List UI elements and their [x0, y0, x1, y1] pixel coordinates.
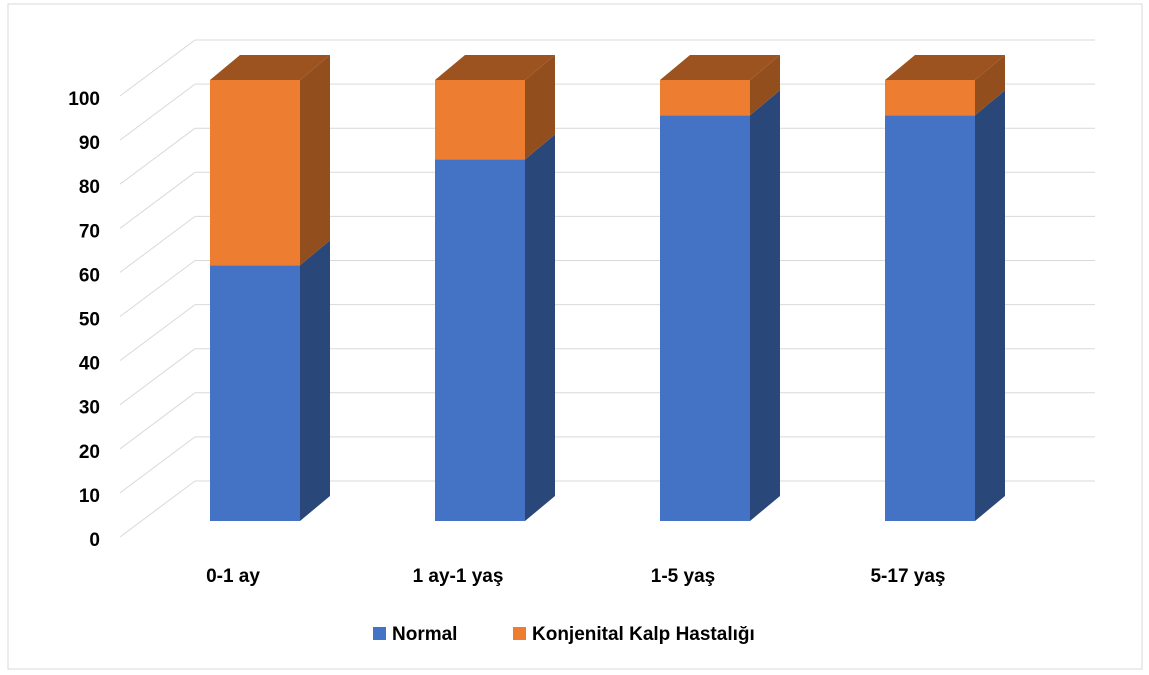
bar: [885, 115, 975, 521]
x-tick-label: 1-5 yaş: [651, 566, 715, 587]
legend-label: Konjenital Kalp Hastalığı: [532, 624, 755, 645]
legend-swatch: [513, 627, 526, 640]
bar: [435, 80, 525, 160]
bar-side: [975, 55, 1005, 116]
grid-line-floor: [119, 480, 196, 538]
y-tick-label: 50: [79, 310, 100, 331]
grid-line-floor: [119, 392, 196, 450]
grid-line-floor: [119, 260, 196, 317]
x-tick-label: 0-1 ay: [206, 566, 260, 587]
bar-side: [300, 240, 330, 521]
bar-side: [525, 55, 555, 160]
bar-side: [750, 55, 780, 116]
bar-top: [660, 55, 780, 80]
grid-line-floor: [119, 127, 196, 185]
y-tick-label: 100: [68, 89, 100, 110]
x-tick-label: 5-17 yaş: [870, 566, 945, 587]
bar-side: [750, 90, 780, 521]
grid-line-floor: [119, 83, 196, 141]
bar-top: [435, 55, 555, 80]
y-tick-label: 60: [79, 265, 100, 286]
grid-line-floor: [119, 215, 196, 273]
grid-line-floor: [119, 436, 196, 494]
y-tick-label: 20: [79, 442, 100, 463]
y-tick-label: 40: [79, 354, 100, 375]
bar-side: [300, 55, 330, 266]
y-tick-label: 80: [79, 177, 100, 198]
bar-top: [885, 55, 1005, 80]
y-tick-label: 0: [89, 530, 100, 551]
legend-label: Normal: [392, 624, 457, 645]
bar: [210, 80, 300, 266]
bar-top: [210, 55, 330, 80]
bar: [660, 80, 750, 116]
bar: [885, 80, 975, 116]
bar-side: [975, 90, 1005, 521]
bar-side: [525, 134, 555, 521]
legend-swatch: [373, 627, 386, 640]
y-tick-label: 90: [79, 133, 100, 154]
grid-line-floor: [119, 304, 196, 362]
bar: [210, 265, 300, 521]
x-tick-label: 1 ay-1 yaş: [413, 566, 504, 587]
grid-line-floor: [119, 348, 196, 406]
grid-line-floor: [119, 39, 196, 97]
bar: [660, 115, 750, 521]
y-tick-label: 10: [79, 486, 100, 507]
y-tick-label: 70: [79, 221, 100, 242]
grid-line-floor: [119, 171, 196, 229]
bar: [435, 159, 525, 521]
y-tick-label: 30: [79, 398, 100, 419]
